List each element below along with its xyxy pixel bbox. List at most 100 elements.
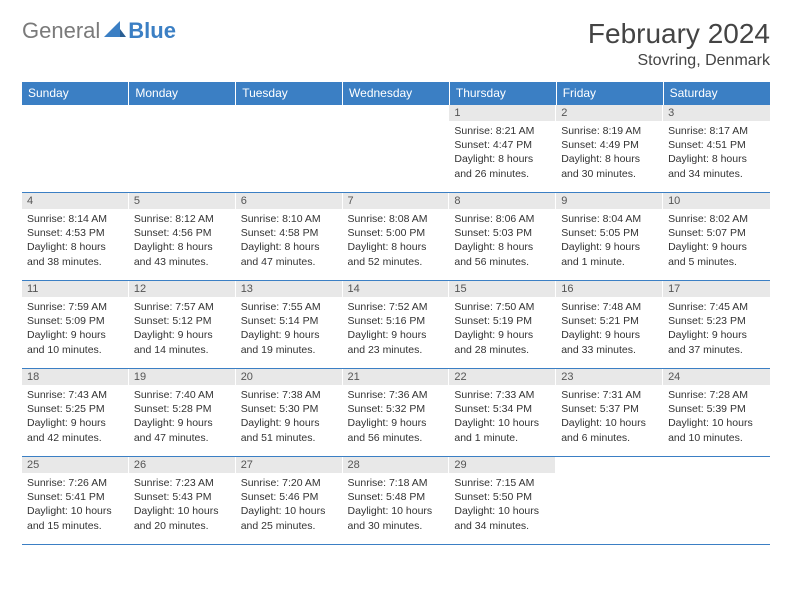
day-cell: 17Sunrise: 7:45 AMSunset: 5:23 PMDayligh… [663,281,770,369]
day-content: Sunrise: 7:43 AMSunset: 5:25 PMDaylight:… [22,385,129,447]
day-cell [22,105,129,193]
daylight-text: Daylight: 9 hours and 42 minutes. [27,416,124,444]
sunset-text: Sunset: 5:43 PM [134,490,231,504]
daylight-text: Daylight: 8 hours and 30 minutes. [561,152,658,180]
day-cell: 6Sunrise: 8:10 AMSunset: 4:58 PMDaylight… [236,193,343,281]
day-number: 1 [449,105,556,121]
day-cell: 21Sunrise: 7:36 AMSunset: 5:32 PMDayligh… [343,369,450,457]
sunrise-text: Sunrise: 7:48 AM [561,300,658,314]
day-content: Sunrise: 8:14 AMSunset: 4:53 PMDaylight:… [22,209,129,271]
day-cell: 9Sunrise: 8:04 AMSunset: 5:05 PMDaylight… [556,193,663,281]
weekday-header: Wednesday [343,82,450,105]
day-content: Sunrise: 7:28 AMSunset: 5:39 PMDaylight:… [663,385,770,447]
month-title: February 2024 [588,18,770,50]
sunrise-text: Sunrise: 8:04 AM [561,212,658,226]
sunrise-text: Sunrise: 7:57 AM [134,300,231,314]
sunset-text: Sunset: 4:51 PM [668,138,765,152]
sunrise-text: Sunrise: 7:36 AM [348,388,445,402]
day-cell [343,105,450,193]
logo-text-general: General [22,18,100,44]
sunset-text: Sunset: 5:48 PM [348,490,445,504]
day-cell [236,105,343,193]
sunset-text: Sunset: 5:50 PM [454,490,551,504]
day-number: 16 [556,281,663,297]
sunrise-text: Sunrise: 8:19 AM [561,124,658,138]
daylight-text: Daylight: 9 hours and 28 minutes. [454,328,551,356]
day-cell: 1Sunrise: 8:21 AMSunset: 4:47 PMDaylight… [449,105,556,193]
day-number: 5 [129,193,236,209]
day-number: 2 [556,105,663,121]
day-content: Sunrise: 7:48 AMSunset: 5:21 PMDaylight:… [556,297,663,359]
daylight-text: Daylight: 10 hours and 10 minutes. [668,416,765,444]
day-content: Sunrise: 7:31 AMSunset: 5:37 PMDaylight:… [556,385,663,447]
weekday-header: Saturday [663,82,770,105]
day-content: Sunrise: 8:12 AMSunset: 4:56 PMDaylight:… [129,209,236,271]
sunset-text: Sunset: 5:09 PM [27,314,124,328]
day-number: 17 [663,281,770,297]
sunrise-text: Sunrise: 7:50 AM [454,300,551,314]
daylight-text: Daylight: 9 hours and 51 minutes. [241,416,338,444]
week-row: 1Sunrise: 8:21 AMSunset: 4:47 PMDaylight… [22,105,770,193]
day-content: Sunrise: 7:50 AMSunset: 5:19 PMDaylight:… [449,297,556,359]
sunset-text: Sunset: 5:46 PM [241,490,338,504]
week-row: 11Sunrise: 7:59 AMSunset: 5:09 PMDayligh… [22,281,770,369]
sunset-text: Sunset: 4:53 PM [27,226,124,240]
sunrise-text: Sunrise: 7:31 AM [561,388,658,402]
day-content: Sunrise: 8:19 AMSunset: 4:49 PMDaylight:… [556,121,663,183]
daylight-text: Daylight: 10 hours and 25 minutes. [241,504,338,532]
day-cell: 19Sunrise: 7:40 AMSunset: 5:28 PMDayligh… [129,369,236,457]
day-number: 29 [449,457,556,473]
daylight-text: Daylight: 8 hours and 56 minutes. [454,240,551,268]
day-number: 21 [343,369,450,385]
sunrise-text: Sunrise: 8:08 AM [348,212,445,226]
weekday-header: Friday [556,82,663,105]
day-content: Sunrise: 7:26 AMSunset: 5:41 PMDaylight:… [22,473,129,535]
sunrise-text: Sunrise: 8:10 AM [241,212,338,226]
sunset-text: Sunset: 5:12 PM [134,314,231,328]
day-content: Sunrise: 7:55 AMSunset: 5:14 PMDaylight:… [236,297,343,359]
weekday-header-row: Sunday Monday Tuesday Wednesday Thursday… [22,82,770,105]
daylight-text: Daylight: 9 hours and 37 minutes. [668,328,765,356]
day-content: Sunrise: 7:23 AMSunset: 5:43 PMDaylight:… [129,473,236,535]
week-row: 4Sunrise: 8:14 AMSunset: 4:53 PMDaylight… [22,193,770,281]
sunset-text: Sunset: 5:34 PM [454,402,551,416]
day-content: Sunrise: 8:08 AMSunset: 5:00 PMDaylight:… [343,209,450,271]
sunrise-text: Sunrise: 7:45 AM [668,300,765,314]
sunrise-text: Sunrise: 8:12 AM [134,212,231,226]
weekday-header: Monday [129,82,236,105]
day-number: 25 [22,457,129,473]
logo: General Blue [22,18,176,44]
day-cell: 22Sunrise: 7:33 AMSunset: 5:34 PMDayligh… [449,369,556,457]
daylight-text: Daylight: 8 hours and 43 minutes. [134,240,231,268]
week-row: 18Sunrise: 7:43 AMSunset: 5:25 PMDayligh… [22,369,770,457]
day-number: 7 [343,193,450,209]
day-number: 4 [22,193,129,209]
sunrise-text: Sunrise: 8:06 AM [454,212,551,226]
day-cell: 28Sunrise: 7:18 AMSunset: 5:48 PMDayligh… [343,457,450,545]
logo-text-blue: Blue [128,18,176,44]
sunset-text: Sunset: 5:28 PM [134,402,231,416]
day-number: 13 [236,281,343,297]
day-number: 19 [129,369,236,385]
title-block: February 2024 Stovring, Denmark [588,18,770,70]
day-number: 22 [449,369,556,385]
day-number: 23 [556,369,663,385]
day-cell: 29Sunrise: 7:15 AMSunset: 5:50 PMDayligh… [449,457,556,545]
day-cell: 24Sunrise: 7:28 AMSunset: 5:39 PMDayligh… [663,369,770,457]
daylight-text: Daylight: 8 hours and 26 minutes. [454,152,551,180]
sunset-text: Sunset: 5:32 PM [348,402,445,416]
day-cell: 20Sunrise: 7:38 AMSunset: 5:30 PMDayligh… [236,369,343,457]
day-content: Sunrise: 7:52 AMSunset: 5:16 PMDaylight:… [343,297,450,359]
sunrise-text: Sunrise: 7:40 AM [134,388,231,402]
daylight-text: Daylight: 10 hours and 15 minutes. [27,504,124,532]
sunrise-text: Sunrise: 7:59 AM [27,300,124,314]
sunrise-text: Sunrise: 7:23 AM [134,476,231,490]
day-content: Sunrise: 7:33 AMSunset: 5:34 PMDaylight:… [449,385,556,447]
sunrise-text: Sunrise: 7:18 AM [348,476,445,490]
sunrise-text: Sunrise: 7:20 AM [241,476,338,490]
day-content: Sunrise: 7:38 AMSunset: 5:30 PMDaylight:… [236,385,343,447]
sunrise-text: Sunrise: 7:55 AM [241,300,338,314]
day-cell [663,457,770,545]
daylight-text: Daylight: 8 hours and 38 minutes. [27,240,124,268]
sunrise-text: Sunrise: 7:38 AM [241,388,338,402]
